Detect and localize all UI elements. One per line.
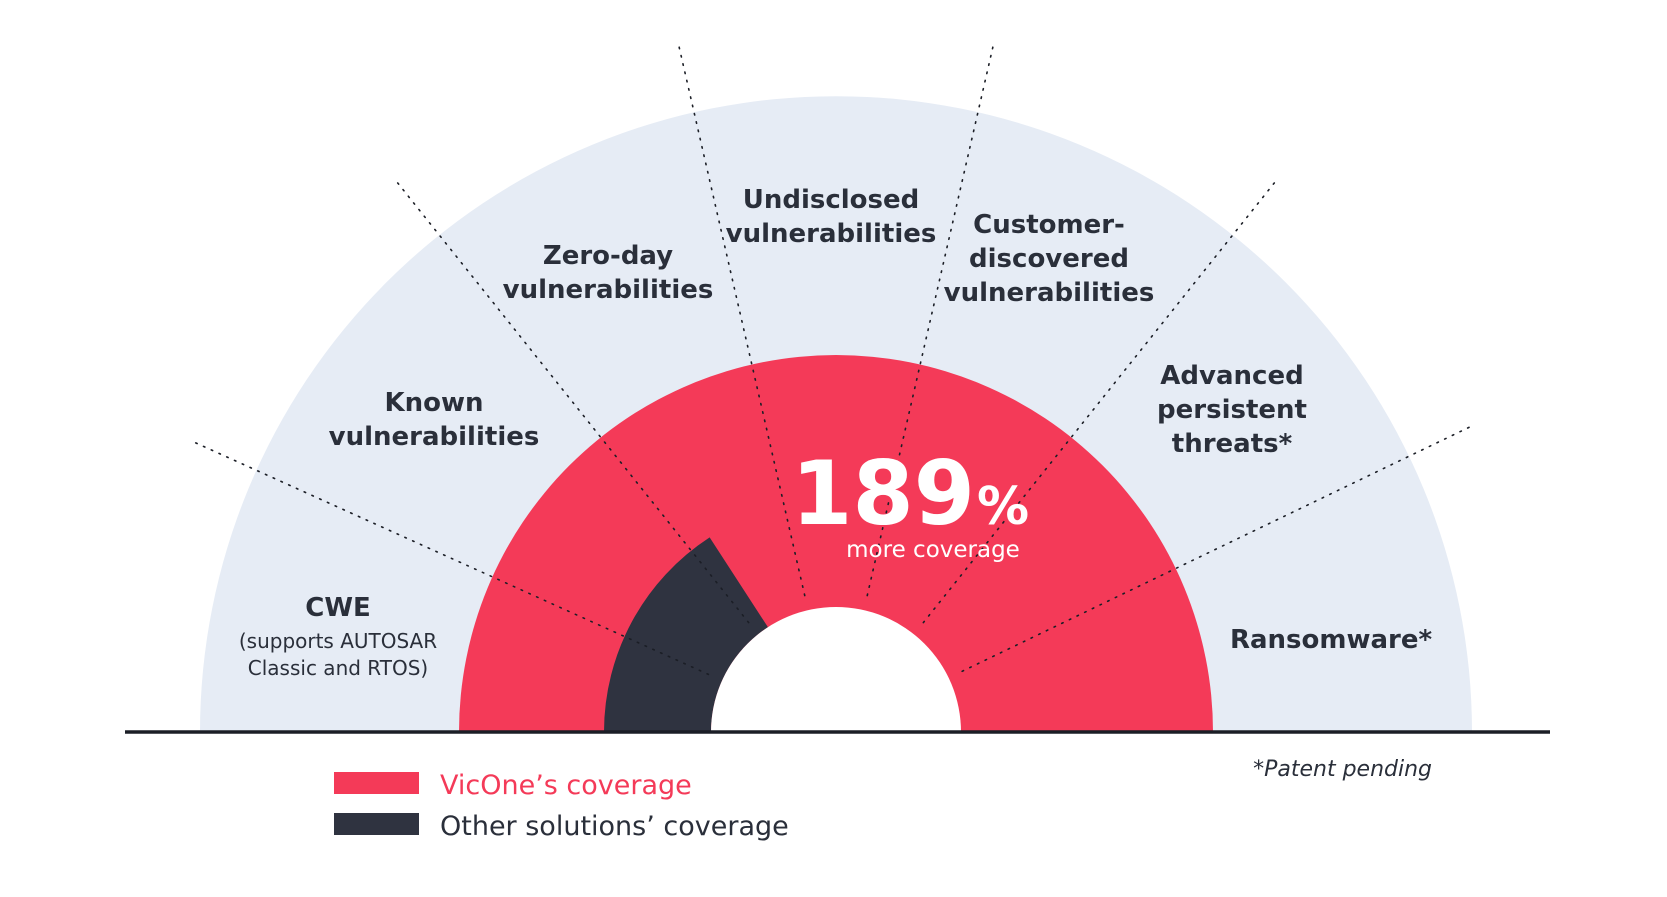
arc-layer bbox=[200, 96, 1472, 733]
segment-label-undisclosed: Undisclosed vulnerabilities bbox=[726, 185, 937, 249]
segment-title-line: vulnerabilities bbox=[329, 422, 540, 452]
percent-sign: % bbox=[977, 477, 1029, 537]
segment-title-line: persistent bbox=[1157, 395, 1307, 425]
segment-divider-3 bbox=[677, 43, 806, 597]
segment-title-line: Known bbox=[384, 388, 483, 418]
legend-item-others: Other solutions’ coverage bbox=[334, 811, 789, 842]
segment-title-line: CWE bbox=[305, 593, 371, 623]
segment-divider-5 bbox=[922, 180, 1277, 624]
segment-title-line: threats* bbox=[1172, 429, 1293, 459]
legend-label-vicone: VicOne’s coverage bbox=[440, 770, 692, 801]
legend: VicOne’s coverage Other solutions’ cover… bbox=[334, 770, 789, 842]
segment-divider-4 bbox=[866, 43, 995, 597]
segment-subtitle-line: Classic and RTOS) bbox=[248, 656, 428, 680]
segment-divider-2 bbox=[395, 180, 750, 624]
segment-title-line: Customer- bbox=[973, 210, 1125, 240]
segment-subtitle-line: (supports AUTOSAR bbox=[239, 629, 437, 653]
segment-title-line: Undisclosed bbox=[743, 185, 920, 215]
legend-item-vicone: VicOne’s coverage bbox=[334, 770, 692, 801]
segment-title-line: vulnerabilities bbox=[944, 278, 1155, 308]
segment-label-apt: Advanced persistent threats* bbox=[1157, 361, 1307, 459]
patent-footnote: *Patent pending bbox=[1253, 757, 1432, 782]
legend-swatch-vicone bbox=[334, 772, 419, 794]
segment-title-line: discovered bbox=[969, 244, 1129, 274]
other-solutions-coverage-arc bbox=[604, 537, 768, 732]
segment-title-line: vulnerabilities bbox=[726, 219, 937, 249]
segment-label-cwe: CWE (supports AUTOSAR Classic and RTOS) bbox=[239, 593, 437, 680]
segment-label-known: Known vulnerabilities bbox=[329, 388, 540, 452]
segment-title-line: Ransomware* bbox=[1230, 625, 1433, 655]
segment-dividers bbox=[192, 43, 1473, 676]
legend-swatch-others bbox=[334, 813, 419, 835]
segment-title-line: Advanced bbox=[1160, 361, 1303, 391]
segment-divider-1 bbox=[192, 441, 710, 676]
segment-label-ransomware: Ransomware* bbox=[1230, 625, 1433, 655]
segment-label-zero-day: Zero-day vulnerabilities bbox=[503, 241, 714, 305]
coverage-caption: more coverage bbox=[846, 537, 1020, 563]
segment-label-customer-discovered: Customer-discovered vulnerabilities bbox=[944, 210, 1155, 308]
coverage-percentage: 189 bbox=[791, 442, 975, 545]
inner-center-hole bbox=[711, 607, 961, 732]
segment-title-line: vulnerabilities bbox=[503, 275, 714, 305]
segment-labels: CWE (supports AUTOSAR Classic and RTOS) Kno… bbox=[239, 185, 1433, 680]
legend-label-others: Other solutions’ coverage bbox=[440, 811, 789, 842]
segment-title-line: Zero-day bbox=[543, 241, 673, 271]
segment-divider-6 bbox=[961, 425, 1473, 673]
center-stat: 189 % more coverage bbox=[791, 442, 1029, 563]
